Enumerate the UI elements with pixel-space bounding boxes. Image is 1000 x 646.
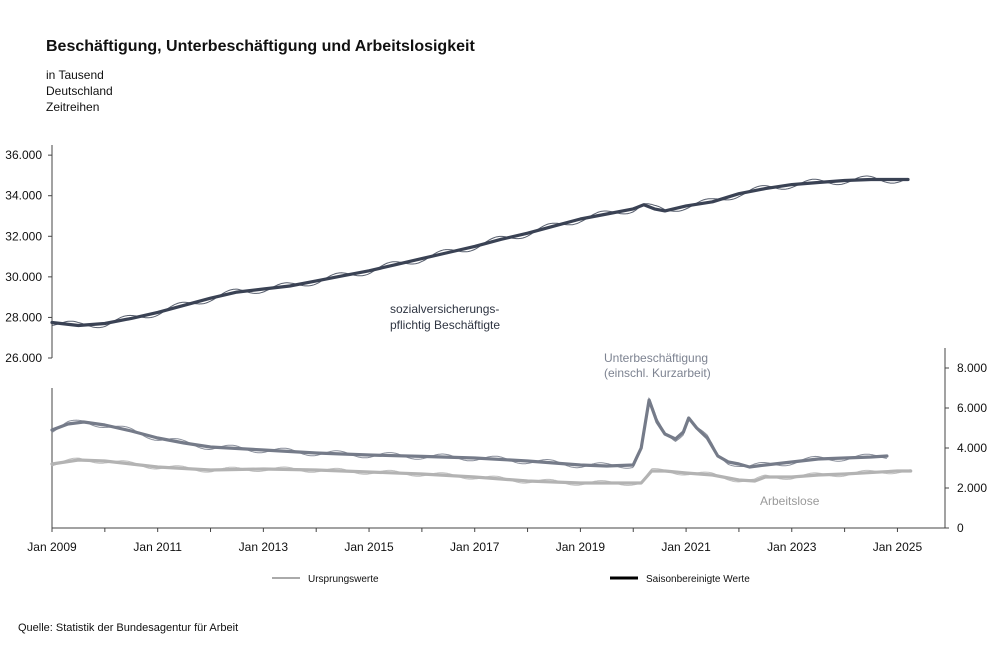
lower-y-ticks: 0 2.000 4.000 6.000 8.000	[945, 361, 987, 535]
series-1-seasonal-line	[50, 398, 889, 469]
x-tick-label: Jan 2019	[556, 540, 606, 554]
lower-y-tick-label: 8.000	[957, 361, 987, 375]
lower-y-tick-label: 6.000	[957, 401, 987, 415]
lower-y-tick-label: 2.000	[957, 481, 987, 495]
lower-y-tick-label: 4.000	[957, 441, 987, 455]
x-tick-label: Jan 2015	[344, 540, 394, 554]
upper-y-tick-label: 34.000	[5, 189, 42, 203]
x-tick-label: Jan 2009	[27, 540, 77, 554]
x-tick-label: Jan 2025	[873, 540, 923, 554]
annotation-arbeitslose: Arbeitslose	[760, 494, 820, 508]
upper-y-ticks: 26.000 28.000 30.000 32.000 34.000 36.000	[5, 148, 52, 365]
upper-y-tick-label: 32.000	[5, 229, 42, 243]
lower-y-tick-label: 0	[957, 521, 964, 535]
chart-title: Beschäftigung, Unterbeschäftigung und Ar…	[46, 38, 475, 55]
annotation-unterbeschaeftigung-line1: Unterbeschäftigung	[604, 351, 708, 365]
series-2-seasonal-line	[50, 458, 913, 485]
subtitle-type: Zeitreihen	[46, 100, 100, 114]
annotation-beschaeftigte-line1: sozialversicherungs-	[390, 302, 499, 316]
series-0-seasonal-line	[50, 177, 910, 328]
upper-y-tick-label: 30.000	[5, 270, 42, 284]
upper-y-tick-label: 36.000	[5, 148, 42, 162]
legend-seasonal-label: Saisonbereinigte Werte	[646, 574, 750, 585]
x-tick-label: Jan 2023	[767, 540, 817, 554]
x-ticks: Jan 2009 Jan 2011 Jan 2013 Jan 2015 Jan 2017…	[27, 528, 922, 554]
x-tick-label: Jan 2013	[239, 540, 289, 554]
legend-original-label: Ursprungswerte	[308, 574, 379, 585]
x-tick-label: Jan 2021	[661, 540, 711, 554]
x-tick-label: Jan 2017	[450, 540, 500, 554]
subtitle-unit: in Tausend	[46, 68, 104, 82]
subtitle-region: Deutschland	[46, 84, 113, 98]
upper-y-tick-label: 28.000	[5, 310, 42, 324]
x-tick-label: Jan 2011	[133, 540, 182, 554]
series-lines	[50, 175, 913, 486]
source-note: Quelle: Statistik der Bundesagentur für …	[18, 622, 239, 634]
annotation-unterbeschaeftigung-line2: (einschl. Kurzarbeit)	[604, 366, 711, 380]
annotation-beschaeftigte-line2: pflichtig Beschäftigte	[390, 318, 500, 332]
upper-y-tick-label: 26.000	[5, 351, 42, 365]
